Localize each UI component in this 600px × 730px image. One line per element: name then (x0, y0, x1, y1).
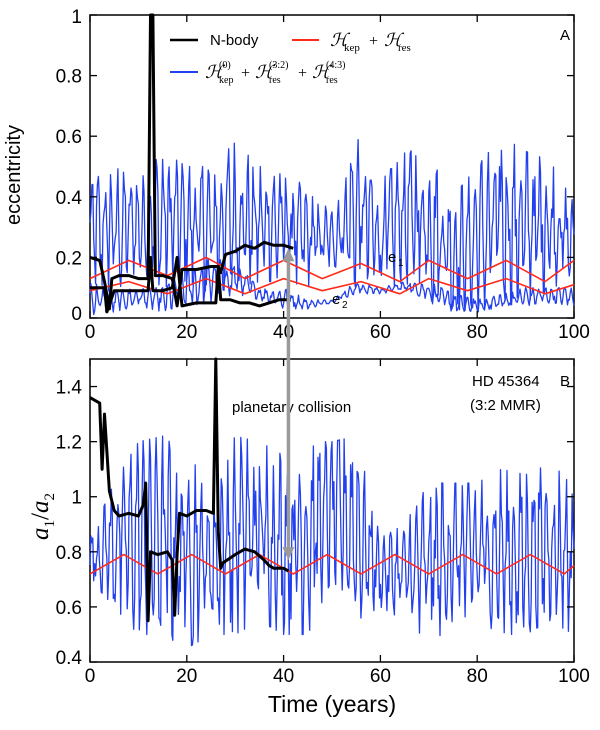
ylabel-a: a (27, 528, 54, 541)
hd-name: HD 45364 (472, 373, 540, 390)
x-tick-label: 100 (558, 666, 590, 687)
panel-b-frame (89, 358, 575, 663)
panel-b-x-axis-label: Time (years) (268, 691, 396, 717)
legend-res-sub: res (398, 42, 411, 54)
legend: N-body ℋ kep + ℋ res ℋ (0) kep + ℋ (3:2)… (170, 30, 411, 86)
legend-sup-0: (0) (219, 60, 231, 71)
legend-res-sub-2: res (269, 75, 281, 86)
y-tick-label: 1.4 (56, 378, 83, 399)
x-tick-label: 20 (176, 322, 197, 343)
y-tick-label: 1.2 (56, 433, 82, 454)
hd-mmr: (3:2 MMR) (470, 397, 541, 414)
ylabel-a1: a1/a2 (27, 493, 58, 540)
x-tick-label: 40 (273, 322, 294, 343)
legend-kep-sub-2: kep (219, 75, 233, 86)
legend-kep-res-label: ℋ kep + ℋ res (330, 30, 411, 54)
label-e2-sub: 2 (342, 300, 348, 311)
legend-h-symbol-2: ℋ (384, 30, 405, 50)
ylabel-sub2: 2 (42, 493, 58, 501)
panel-b-y-tick-labels: 0.4 0.6 0.8 1 1.2 1.4 (56, 378, 83, 669)
label-e1: e 1 (388, 249, 404, 269)
label-e2: e 2 (332, 291, 348, 311)
ylabel-slash: / (27, 513, 54, 520)
legend-h-symbol-3: ℋ (205, 62, 226, 82)
ylabel-a2: a (27, 501, 54, 514)
series-h-kep-0-h-res-band (89, 435, 575, 647)
x-tick-label: 80 (467, 322, 488, 343)
panel-a-letter: A (560, 27, 570, 44)
legend-plus-2: + (241, 65, 250, 82)
legend-plus-3: + (298, 65, 307, 82)
series-h-kep-0-h-res-e1-band (89, 139, 575, 313)
ylabel-sub1: 1 (42, 520, 58, 528)
collision-arrow-head-down (282, 547, 295, 561)
legend-kep-sub: kep (344, 42, 360, 54)
legend-h-symbol-4: ℋ (255, 62, 276, 82)
y-tick-label: 0.6 (56, 598, 82, 619)
label-e1-main: e (388, 249, 396, 266)
x-tick-label: 20 (176, 666, 197, 687)
panel-b-ticks (89, 359, 575, 663)
legend-blue-label: ℋ (0) kep + ℋ (3:2) res + ℋ (4:3) res (205, 60, 345, 86)
series-h-kep-h-res (89, 553, 575, 575)
panel-a-ticks (89, 14, 575, 319)
legend-sup-43: (4:3) (326, 60, 345, 71)
y-tick-label: 0 (71, 304, 82, 325)
series-h-kep-h-res-e1 (89, 256, 575, 283)
collision-label: planetary collision (232, 399, 351, 416)
x-tick-label: 40 (273, 666, 294, 687)
x-tick-label: 0 (85, 666, 96, 687)
y-tick-label: 0.2 (56, 248, 82, 269)
panel-a-x-tick-labels: 0 20 40 60 80 100 (85, 322, 590, 343)
y-tick-label: 0.4 (56, 648, 83, 669)
panel-b-series (89, 357, 575, 647)
panel-a: 0 0.2 0.4 0.6 0.8 1 0 20 40 60 80 100 A N-body ℋ k… (3, 7, 590, 343)
legend-h-symbol: ℋ (330, 30, 351, 50)
x-tick-label: 0 (85, 322, 96, 343)
x-tick-label: 60 (370, 322, 391, 343)
x-tick-label: 100 (558, 322, 590, 343)
y-tick-label: 1 (71, 488, 82, 509)
legend-nbody-label: N-body (210, 32, 259, 49)
panel-a-y-axis-label: eccentricity (3, 125, 25, 225)
y-tick-label: 0.6 (56, 127, 82, 148)
y-tick-label: 1 (71, 7, 82, 28)
series-n-body-e1 (89, 13, 294, 311)
panel-b: 0.4 0.6 0.8 1 1.2 1.4 0 20 40 60 80 100 HD 45364 B… (27, 357, 590, 717)
panel-a-y-tick-labels: 0 0.2 0.4 0.6 0.8 1 (56, 7, 83, 325)
x-tick-label: 80 (467, 666, 488, 687)
series-n-body (89, 357, 290, 623)
panel-a-frame (89, 14, 575, 319)
legend-sup-32: (3:2) (269, 60, 288, 71)
label-e2-main: e (332, 291, 340, 308)
panel-b-letter: B (560, 373, 570, 390)
panel-b-y-axis-label: a1/a2 (27, 493, 58, 540)
series-n-body-e2 (90, 255, 289, 314)
x-tick-label: 60 (370, 666, 391, 687)
legend-plus: + (369, 33, 378, 50)
y-tick-label: 0.8 (56, 543, 82, 564)
collision-arrow-head-up (282, 248, 295, 262)
legend-h-symbol-5: ℋ (312, 62, 333, 82)
legend-res-sub-3: res (326, 75, 338, 86)
series-h-kep-0-h-res-e2-band (89, 258, 575, 316)
panel-a-series (89, 13, 575, 316)
collision-arrow (282, 248, 295, 561)
y-tick-label: 0.4 (56, 188, 83, 209)
y-tick-label: 0.8 (56, 67, 82, 88)
panel-b-x-tick-labels: 0 20 40 60 80 100 (85, 666, 590, 687)
label-e1-sub: 1 (398, 258, 404, 269)
